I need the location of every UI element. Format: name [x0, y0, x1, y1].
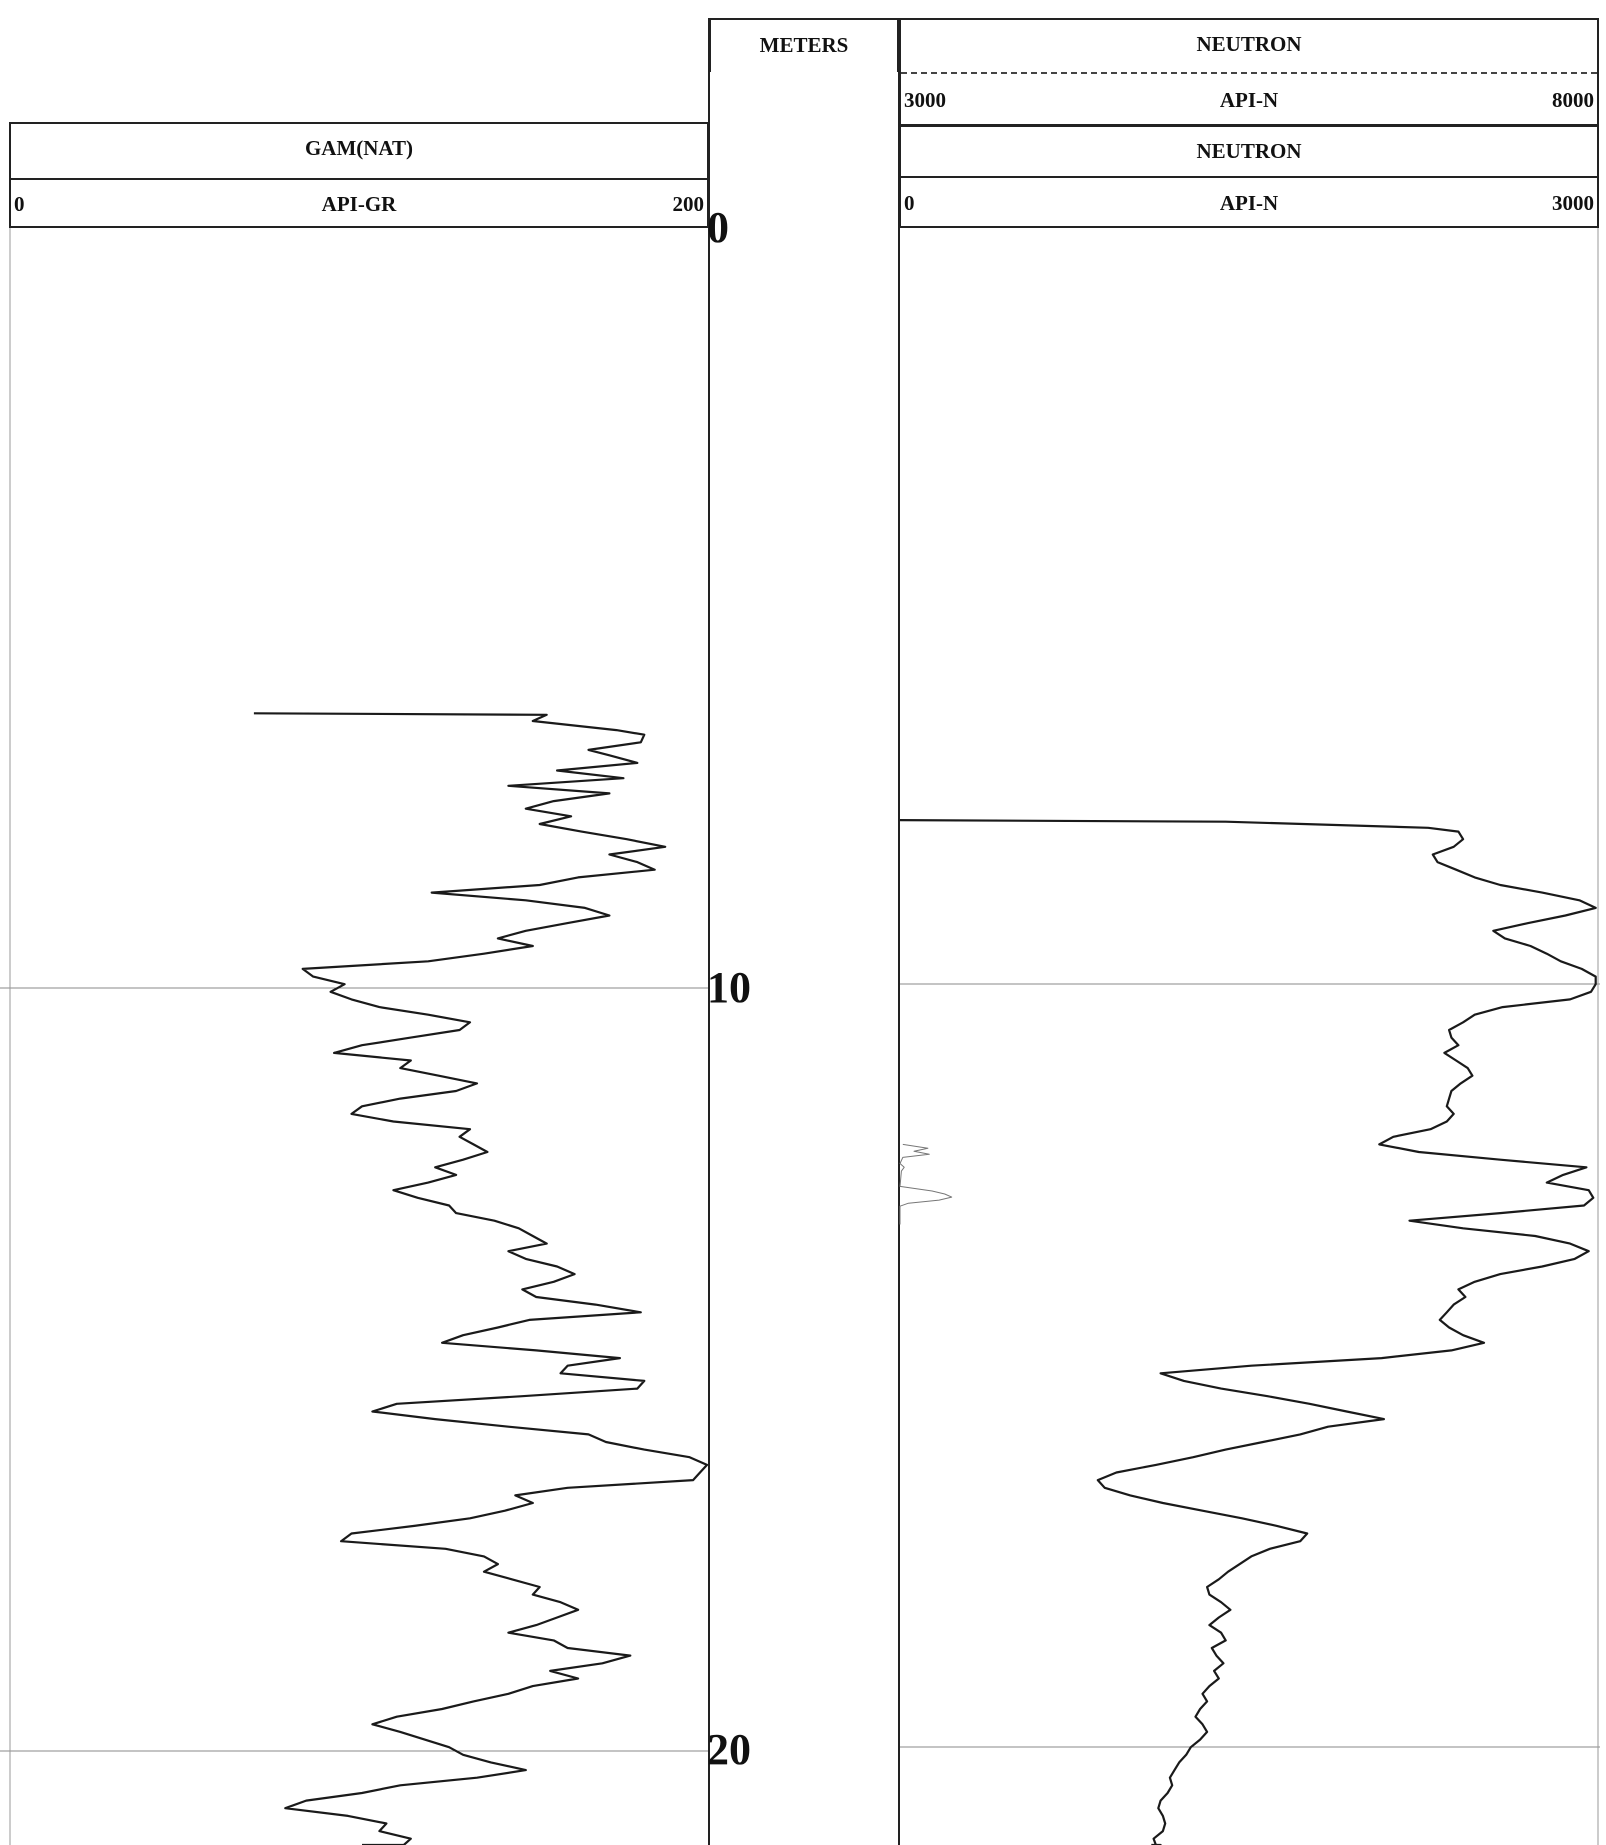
depth-label-10: 10: [707, 963, 751, 1012]
gr-track-header: GAM(NAT) 0 API-GR 200: [9, 122, 709, 228]
neutron-upper-scale-row: 3000 API-N 8000: [901, 72, 1597, 126]
neutron-curve-3000-8000: [899, 1143, 953, 1225]
neutron-lower-scale-row: 0 API-N 3000: [901, 176, 1597, 228]
gr-curve-title: GAM(NAT): [304, 136, 414, 160]
depth-label-20: 20: [707, 1725, 751, 1774]
gr-scale-min: 0: [14, 192, 25, 216]
neutron-upper-scale-unit: API-N: [1219, 88, 1279, 112]
neutron-lower-scale-max: 3000: [1552, 191, 1594, 215]
neutron-track-header: NEUTRON 3000 API-N 8000 NEUTRON 0 API-N …: [899, 18, 1599, 228]
neutron-lower-title-row: NEUTRON: [901, 124, 1597, 179]
gr-scale-unit: API-GR: [321, 192, 397, 216]
gr-scale-max: 200: [672, 192, 705, 216]
neutron-lower-scale-unit: API-N: [1219, 191, 1279, 215]
depth-axis-title: METERS: [759, 33, 849, 57]
neutron-curve-0-3000: [899, 818, 1597, 1845]
gr-scale-row: 0 API-GR 200: [11, 178, 707, 228]
neutron-lower-title: NEUTRON: [1196, 139, 1302, 163]
gr-curve: [253, 712, 709, 1845]
neutron-upper-title: NEUTRON: [1196, 32, 1302, 56]
depth-track-header: METERS: [709, 18, 899, 72]
neutron-lower-scale-min: 0: [904, 191, 915, 215]
neutron-upper-scale-min: 3000: [904, 88, 946, 112]
depth-label-0: 0: [707, 203, 729, 252]
neutron-upper-scale-max: 8000: [1552, 88, 1594, 112]
